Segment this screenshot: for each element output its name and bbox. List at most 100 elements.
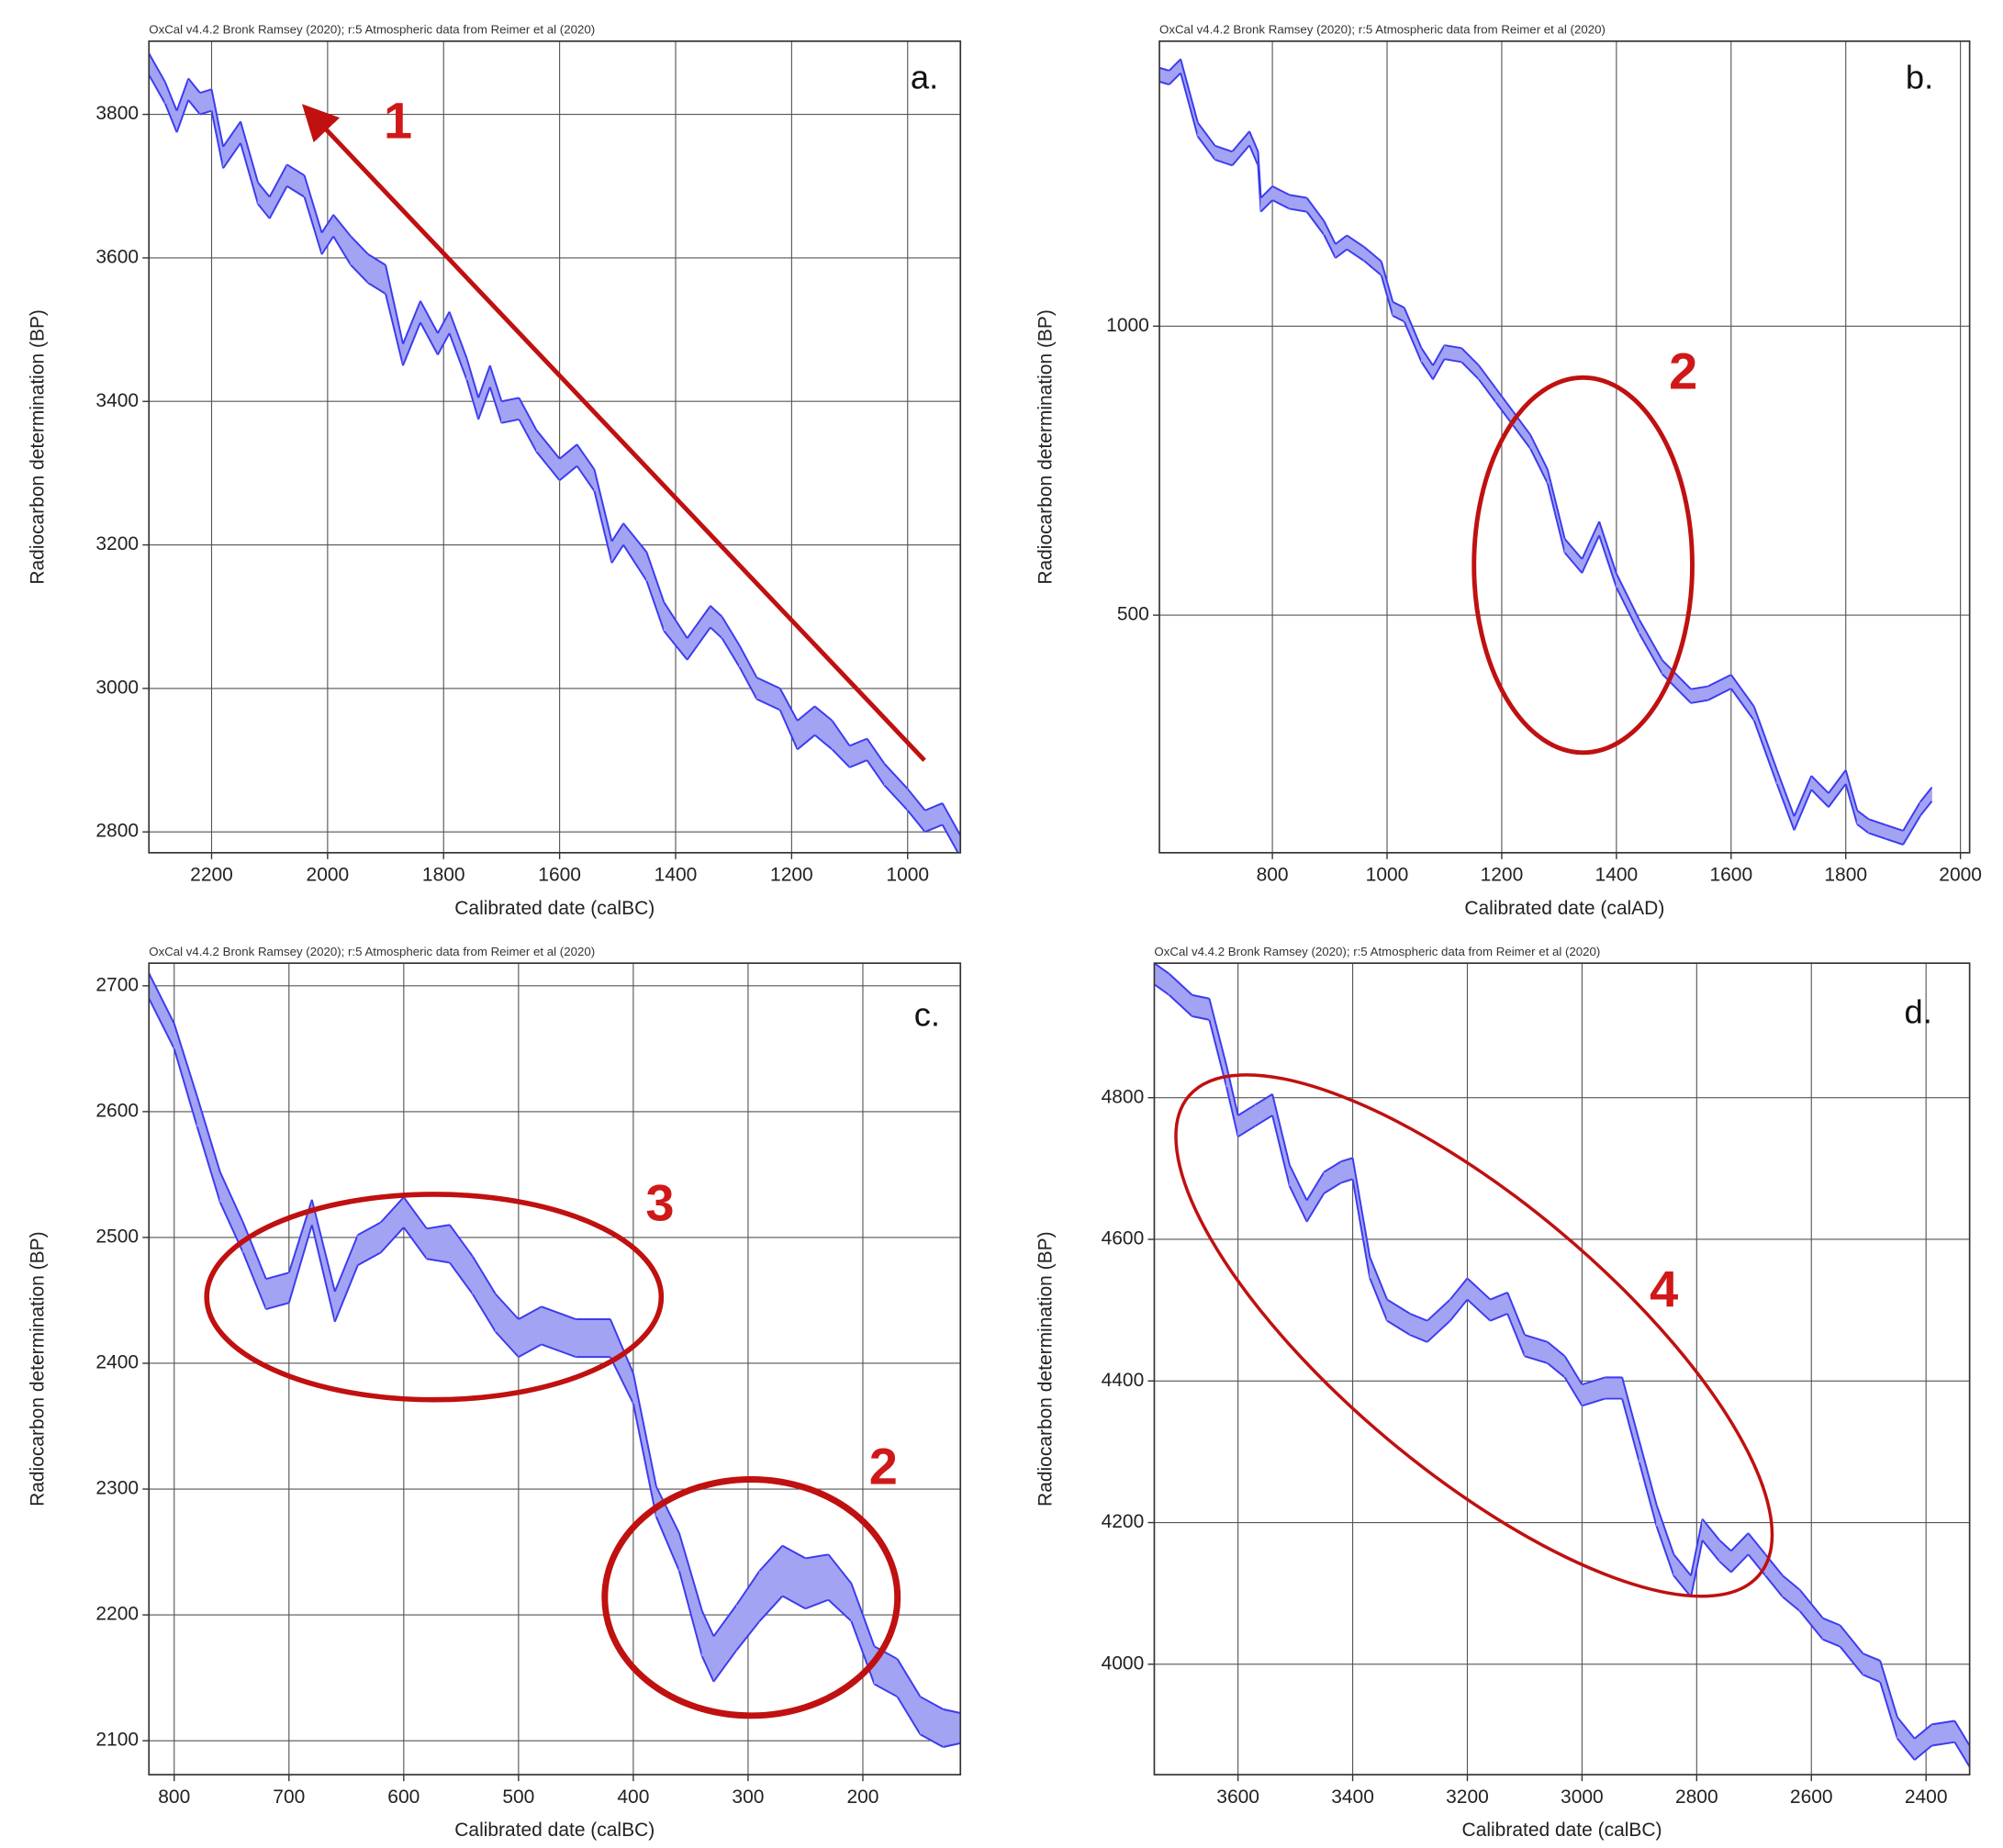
band-lower-edge <box>1197 136 1216 161</box>
band-upper-edge <box>920 1696 944 1710</box>
band-upper-edge <box>1254 1093 1273 1106</box>
band-lower-edge <box>1764 1574 1784 1598</box>
band-upper-edge <box>735 1570 761 1606</box>
band-lower-edge <box>1346 248 1365 262</box>
band-upper-edge <box>686 605 711 639</box>
band-upper-edge <box>320 214 335 234</box>
band-upper-edge <box>1598 521 1617 575</box>
band-upper-edge <box>1752 706 1778 771</box>
band-lower-edge <box>1914 1744 1933 1761</box>
band-lower-edge <box>1729 688 1755 722</box>
band-lower-edge <box>1192 1015 1210 1021</box>
band-upper-edge <box>403 1196 428 1229</box>
x-tick-label: 2600 <box>1790 1786 1833 1808</box>
band-upper-edge <box>420 300 439 334</box>
band-upper-edge <box>465 358 480 398</box>
band-lower-edge <box>1231 144 1250 166</box>
band-upper-edge <box>1529 434 1549 470</box>
plot-frame <box>148 40 962 854</box>
band-upper-edge <box>303 174 323 233</box>
band-upper-edge <box>1844 769 1859 812</box>
band-lower-edge <box>781 1595 806 1610</box>
band-upper-edge <box>426 1224 450 1230</box>
chart-subtitle: OxCal v4.4.2 Bronk Ramsey (2020); r:5 At… <box>1159 22 1606 36</box>
band-lower-edge <box>333 1264 359 1323</box>
band-upper-edge <box>495 1293 520 1320</box>
band-lower-edge <box>1257 165 1262 212</box>
band-upper-edge <box>1563 538 1583 560</box>
band-upper-edge <box>1392 300 1405 309</box>
band-lower-edge <box>385 293 404 366</box>
annotation: 3 <box>645 1174 674 1232</box>
band-lower-edge <box>187 99 201 116</box>
x-tick-label: 800 <box>158 1786 190 1808</box>
x-tick-label: 1600 <box>538 865 581 886</box>
band-lower-edge <box>472 1294 497 1333</box>
band-upper-edge <box>1444 344 1462 350</box>
band-lower-edge <box>310 1225 336 1322</box>
band-lower-edge <box>622 544 648 582</box>
y-tick-label: 2200 <box>95 1604 139 1625</box>
band-lower-edge <box>420 321 439 355</box>
annotation: 1 <box>384 92 412 150</box>
band-upper-edge <box>1168 58 1181 72</box>
band-lower-edge <box>350 264 369 284</box>
band-upper-edge <box>721 616 741 646</box>
band-lower-edge <box>920 1733 944 1748</box>
band-upper-edge <box>622 522 648 553</box>
y-tick-label: 4400 <box>1102 1370 1145 1391</box>
band-lower-edge <box>1931 1741 1955 1747</box>
band-upper-edge <box>1690 685 1708 690</box>
band-upper-edge <box>1449 1277 1469 1301</box>
band-lower-edge <box>149 74 166 105</box>
y-axis-label: Radiocarbon determination (BP) <box>1035 309 1057 585</box>
band-lower-edge <box>402 321 421 366</box>
band-upper-edge <box>831 720 851 746</box>
band-lower-edge <box>1690 1540 1704 1597</box>
band-lower-edge <box>1409 1334 1428 1343</box>
band-lower-edge <box>1369 1278 1388 1322</box>
band-upper-edge <box>1886 823 1904 832</box>
band-lower-edge <box>1460 361 1480 380</box>
band-lower-edge <box>1563 1376 1583 1406</box>
band-upper-edge <box>1810 775 1830 794</box>
highlight-ellipse <box>1471 375 1695 756</box>
band-lower-edge <box>677 1570 703 1657</box>
band-lower-edge <box>1524 1355 1549 1364</box>
annotation: 2 <box>869 1437 898 1495</box>
x-tick-label: 500 <box>502 1786 534 1808</box>
band-upper-edge <box>1782 1574 1801 1591</box>
band-lower-edge <box>1259 199 1273 213</box>
band-lower-edge <box>883 784 909 812</box>
x-tick-label: 200 <box>846 1786 878 1808</box>
band-upper-edge <box>781 1544 806 1560</box>
band-lower-edge <box>1547 1362 1566 1379</box>
band-lower-edge <box>686 626 711 661</box>
band-upper-edge <box>149 972 175 1025</box>
band-upper-edge <box>1563 1355 1583 1385</box>
band-upper-edge <box>849 737 867 747</box>
band-upper-edge <box>1931 1719 1955 1726</box>
band-lower-edge <box>1490 1313 1508 1322</box>
band-lower-edge <box>1718 1561 1732 1574</box>
band-lower-edge <box>1392 315 1405 323</box>
arrow <box>301 104 926 762</box>
x-tick-label: 800 <box>1257 865 1289 886</box>
band-upper-edge <box>173 1023 198 1097</box>
band-upper-edge <box>1897 1717 1916 1740</box>
band-upper-edge <box>1340 1157 1353 1163</box>
band-upper-edge <box>286 163 306 176</box>
band-upper-edge <box>488 364 503 402</box>
band-lower-edge <box>593 490 613 564</box>
band-lower-edge <box>873 1683 898 1698</box>
band-upper-edge <box>712 1604 738 1637</box>
band-lower-edge <box>1466 1298 1492 1322</box>
band-upper-edge <box>1655 1504 1675 1555</box>
band-lower-edge <box>1953 1742 1970 1768</box>
band-lower-edge <box>1237 1125 1256 1137</box>
band-lower-edge <box>610 1356 634 1405</box>
band-upper-edge <box>1621 1377 1640 1442</box>
band-lower-edge <box>1512 424 1531 450</box>
